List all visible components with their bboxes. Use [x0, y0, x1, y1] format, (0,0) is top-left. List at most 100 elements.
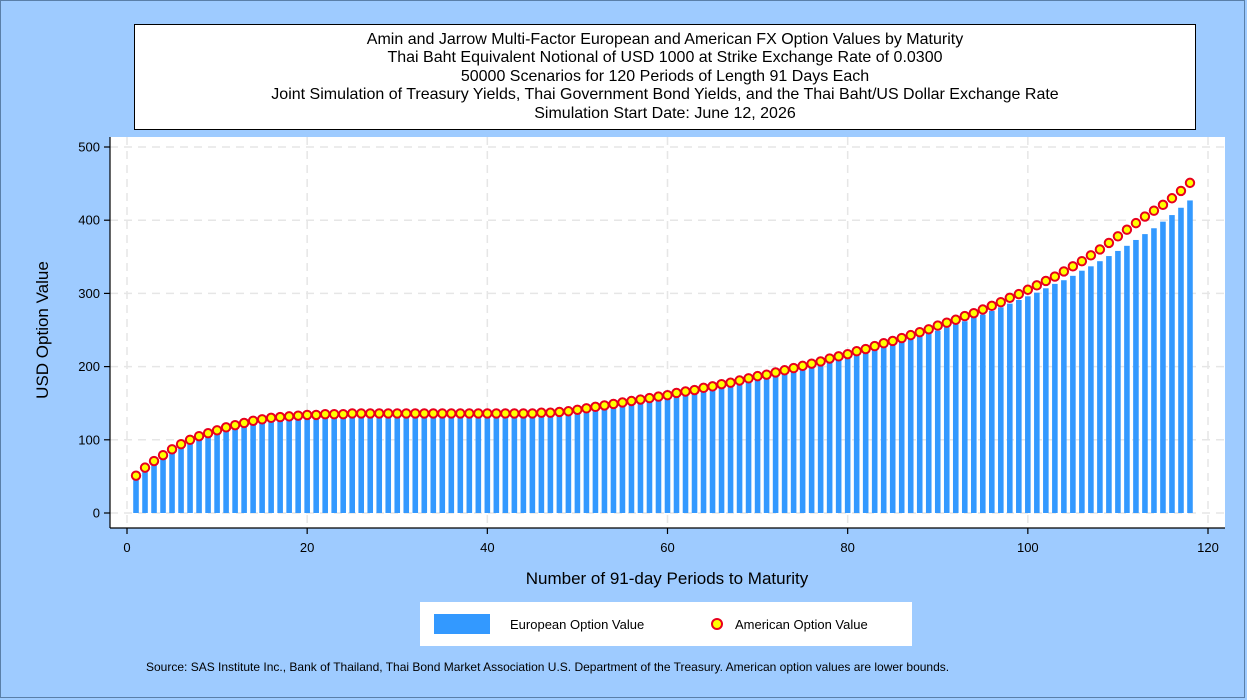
point-american [626, 395, 637, 407]
legend-swatch-american [711, 618, 723, 630]
bar-european [574, 411, 581, 513]
point-american [662, 389, 673, 401]
point-american [914, 326, 925, 338]
bar-european [871, 349, 878, 513]
point-american [950, 314, 961, 325]
point-american [157, 449, 169, 461]
point-american [1013, 288, 1025, 300]
bar-european [943, 327, 950, 513]
bar-european [700, 390, 707, 513]
bar-european [1106, 256, 1112, 513]
bar-european [547, 414, 554, 513]
point-american [310, 409, 322, 421]
bar-european [898, 341, 905, 513]
bar-european [214, 431, 220, 513]
point-american [229, 419, 241, 431]
bar-european [961, 321, 968, 513]
bar-european [178, 445, 184, 513]
bar-european [736, 383, 743, 513]
point-american [833, 351, 844, 362]
x-tick-label: 0 [123, 540, 130, 555]
y-tick-label: 400 [78, 213, 100, 228]
bar-european [205, 434, 211, 513]
y-tick-label: 300 [78, 286, 100, 301]
point-american [779, 365, 790, 376]
point-american [554, 406, 565, 418]
bar-european [313, 416, 319, 513]
bar-european [853, 354, 860, 513]
bar-european [691, 392, 698, 513]
bar-european [1088, 266, 1094, 513]
bar-european [610, 406, 617, 513]
point-american [743, 373, 754, 384]
point-american [581, 403, 592, 414]
bar-european [1169, 215, 1175, 514]
point-american [283, 411, 295, 422]
bar-european [1097, 261, 1103, 513]
bar-european [664, 397, 671, 513]
point-american [464, 408, 475, 419]
y-tick-label: 200 [78, 359, 100, 374]
point-american [887, 335, 898, 347]
point-american [905, 329, 916, 341]
bar-european [682, 393, 689, 513]
bar-european [1187, 200, 1193, 513]
point-american [1139, 211, 1151, 222]
bar-european [1052, 283, 1058, 513]
european-bars [133, 200, 1193, 514]
bar-european [826, 362, 833, 513]
bar-european [340, 415, 346, 513]
point-american [1031, 280, 1043, 291]
bar-european [808, 366, 815, 513]
point-american [139, 462, 151, 473]
bar-european [295, 417, 301, 513]
bar-european [502, 414, 509, 513]
bar-european [349, 414, 356, 513]
bar-european [1016, 299, 1022, 513]
point-american [473, 408, 484, 419]
point-american [509, 408, 520, 419]
bar-european [862, 352, 869, 513]
x-tick-label: 40 [480, 540, 494, 555]
point-american [374, 408, 385, 419]
point-american [247, 415, 259, 426]
point-american [932, 320, 943, 331]
point-american [716, 378, 727, 390]
bar-european [781, 373, 788, 513]
point-american [410, 408, 421, 419]
point-american [860, 343, 871, 355]
point-american [734, 375, 745, 386]
bar-european [277, 418, 283, 513]
point-american [148, 455, 160, 467]
bar-european [592, 409, 599, 513]
bar-european [250, 422, 256, 513]
bar-european [286, 417, 292, 513]
point-american [356, 408, 367, 419]
bar-european [1133, 239, 1139, 514]
bar-european [1070, 275, 1076, 513]
point-american [725, 377, 736, 388]
bar-european [835, 360, 842, 513]
x-tick-label: 120 [1197, 540, 1219, 555]
legend-label-american: American Option Value [735, 617, 868, 632]
bar-european [493, 414, 500, 513]
point-american [274, 411, 286, 423]
bar-european [529, 414, 536, 513]
bar-european [727, 384, 734, 513]
point-american [518, 408, 529, 419]
x-tick-label: 60 [660, 540, 674, 555]
point-american [1148, 205, 1160, 216]
bar-european [637, 401, 644, 513]
point-american [1112, 231, 1124, 242]
point-american [698, 382, 709, 394]
bar-european [754, 379, 761, 513]
point-american [608, 398, 619, 410]
bar-european [187, 441, 193, 513]
bar-european [160, 456, 166, 513]
point-american [1121, 224, 1133, 235]
point-american [482, 408, 493, 419]
title-line-2: Thai Baht Equivalent Notional of USD 100… [387, 49, 943, 67]
point-american [193, 430, 205, 442]
bar-european [709, 388, 716, 513]
